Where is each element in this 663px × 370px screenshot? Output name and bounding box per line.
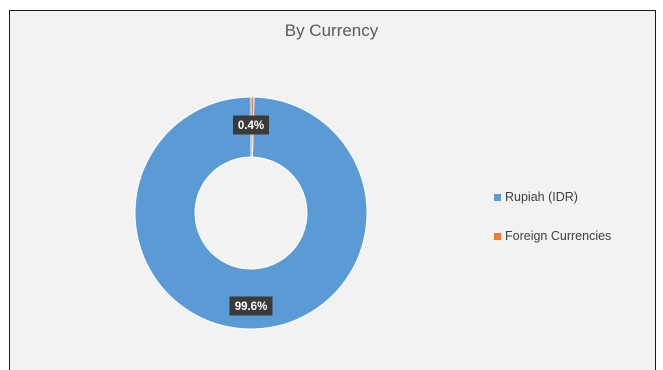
legend-swatch-foreign [494,232,501,240]
slice-rupiah [134,96,368,330]
legend-item-rupiah: Rupiah (IDR) [494,188,611,206]
svg-text:99.6%: 99.6% [235,301,268,313]
data-label-rupiah: 99.6% [229,296,273,316]
svg-text:0.4%: 0.4% [238,120,264,132]
legend-label-rupiah: Rupiah (IDR) [505,190,578,204]
legend-item-foreign: Foreign Currencies [494,227,611,245]
legend-label-foreign: Foreign Currencies [505,229,612,243]
data-label-foreign: 0.4% [233,115,269,135]
chart-title: By Currency [284,21,379,40]
legend-swatch-rupiah [494,193,501,201]
legend: Rupiah (IDR) Foreign Currencies [494,188,611,266]
